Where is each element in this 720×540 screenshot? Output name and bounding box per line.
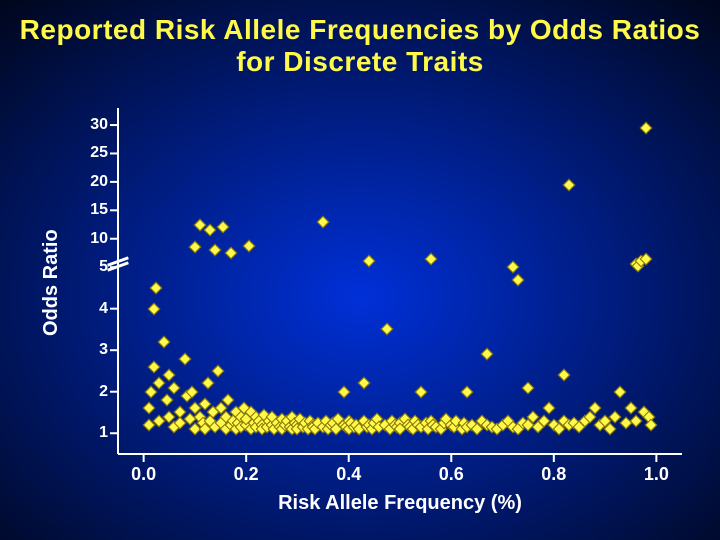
x-tick-label: 0.2 (216, 464, 276, 485)
x-tick-label: 0.0 (114, 464, 174, 485)
slide-stage: Reported Risk Allele Frequencies by Odds… (0, 0, 720, 540)
x-tick-label: 0.6 (421, 464, 481, 485)
x-tick-label: 0.4 (319, 464, 379, 485)
y-tick-label: 2 (68, 383, 108, 401)
x-tick-label: 0.8 (524, 464, 584, 485)
y-tick-label: 10 (68, 230, 108, 248)
y-tick-label: 3 (68, 341, 108, 359)
y-tick-label: 30 (68, 116, 108, 134)
y-tick-label: 20 (68, 173, 108, 191)
x-tick-label: 1.0 (626, 464, 686, 485)
y-tick-label: 1 (68, 424, 108, 442)
y-tick-label: 15 (68, 201, 108, 219)
y-tick-label: 5 (68, 258, 108, 276)
y-tick-label: 25 (68, 144, 108, 162)
y-tick-label: 4 (68, 300, 108, 318)
